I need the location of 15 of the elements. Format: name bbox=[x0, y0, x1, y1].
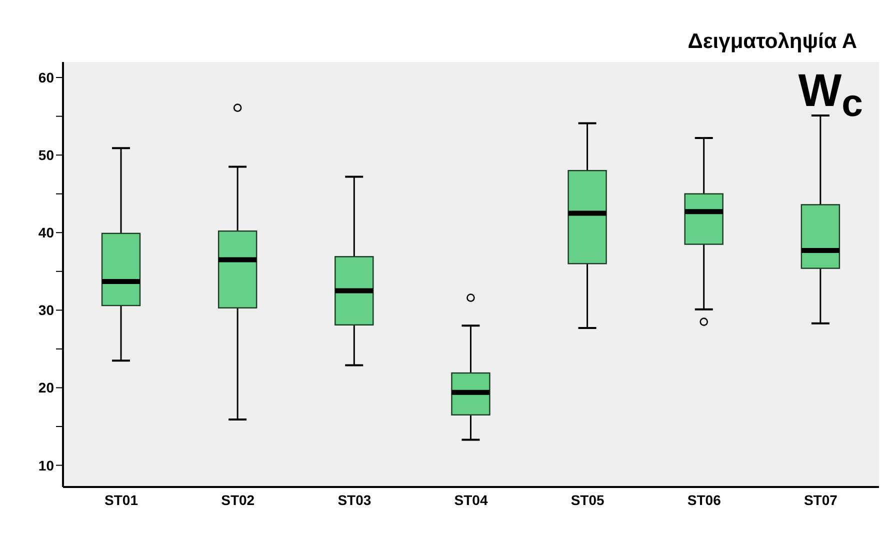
y-tick-label: 40 bbox=[38, 224, 54, 241]
y-tick-label: 50 bbox=[38, 147, 54, 164]
y-tick-label: 10 bbox=[38, 457, 54, 474]
annotation: W$_{c}$ bbox=[798, 63, 863, 126]
y-tick-label: 20 bbox=[38, 380, 54, 396]
y-tick-label: 60 bbox=[38, 69, 54, 86]
x-tick-label: ST01 bbox=[104, 492, 138, 508]
x-tick-label: ST06 bbox=[687, 492, 722, 508]
x-tick-label: ST07 bbox=[804, 492, 838, 508]
x-tick-label: ST03 bbox=[338, 492, 372, 508]
x-tick-label: ST05 bbox=[570, 492, 605, 508]
x-tick-label: ST02 bbox=[221, 492, 255, 508]
x-tick-label: ST04 bbox=[454, 492, 488, 508]
y-tick-label: 30 bbox=[38, 302, 54, 318]
chart-title: Δειγματοληψία Α bbox=[688, 30, 857, 54]
